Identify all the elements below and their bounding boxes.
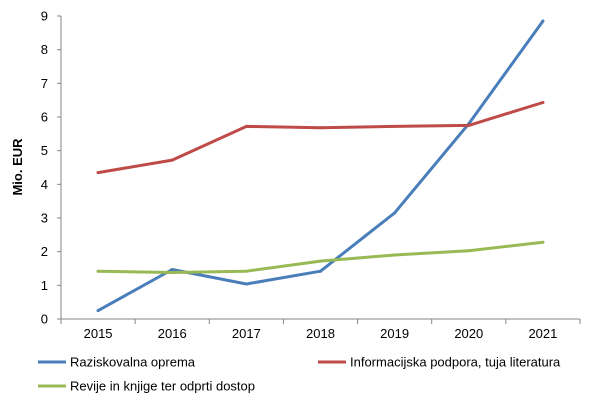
y-tick-label: 9 xyxy=(41,9,48,24)
y-tick-label: 5 xyxy=(41,143,48,158)
x-tick-label: 2020 xyxy=(454,326,483,341)
data-point xyxy=(170,158,174,162)
x-tick-label: 2017 xyxy=(232,326,261,341)
plot-area xyxy=(60,16,580,320)
legend-item: Raziskovalna oprema xyxy=(38,355,196,370)
legend-label: Informacijska podpora, tuja literatura xyxy=(350,355,561,370)
y-axis-label: Mio. EUR xyxy=(10,138,25,196)
data-point xyxy=(244,282,248,286)
legend-label: Revije in knjige ter odprti dostop xyxy=(70,379,255,394)
data-point xyxy=(393,253,397,257)
y-tick-label: 1 xyxy=(41,278,48,293)
x-tick-label: 2019 xyxy=(380,326,409,341)
data-point xyxy=(170,271,174,275)
data-point xyxy=(541,240,545,244)
y-tick-label: 8 xyxy=(41,42,48,57)
series-lines xyxy=(96,19,545,313)
data-point xyxy=(393,211,397,215)
x-tick-label: 2018 xyxy=(306,326,335,341)
x-tick-label: 2021 xyxy=(528,326,557,341)
series-line-1 xyxy=(96,19,545,313)
data-point xyxy=(319,126,322,130)
legend-label: Raziskovalna oprema xyxy=(70,355,196,370)
x-tick-label: 2015 xyxy=(84,326,113,341)
y-axis-ticks: 0 1 2 3 4 5 6 7 8 9 xyxy=(41,9,61,327)
y-tick-label: 6 xyxy=(41,110,48,125)
data-point xyxy=(244,269,248,273)
data-point xyxy=(319,269,322,273)
legend-item: Revije in knjige ter odprti dostop xyxy=(38,379,255,394)
data-point xyxy=(96,171,100,175)
data-point xyxy=(467,123,471,127)
data-point xyxy=(170,268,174,272)
data-point xyxy=(541,101,545,105)
x-tick-label: 2016 xyxy=(158,326,187,341)
data-point xyxy=(96,309,100,313)
data-point xyxy=(96,269,100,273)
data-point xyxy=(244,124,248,128)
y-tick-label: 0 xyxy=(41,312,48,327)
y-tick-label: 3 xyxy=(41,211,48,226)
y-tick-label: 4 xyxy=(41,177,48,192)
series-line-3 xyxy=(96,240,545,274)
legend: Raziskovalna oprema Informacijska podpora… xyxy=(38,355,561,394)
legend-item: Informacijska podpora, tuja literatura xyxy=(318,355,561,370)
y-tick-label: 2 xyxy=(41,244,48,259)
data-point xyxy=(541,19,545,23)
data-point xyxy=(319,259,322,263)
x-axis-ticks: 2015 2016 2017 2018 2019 2020 2021 xyxy=(60,319,581,341)
data-point xyxy=(393,124,397,128)
data-point xyxy=(467,249,471,253)
y-tick-label: 7 xyxy=(41,76,48,91)
